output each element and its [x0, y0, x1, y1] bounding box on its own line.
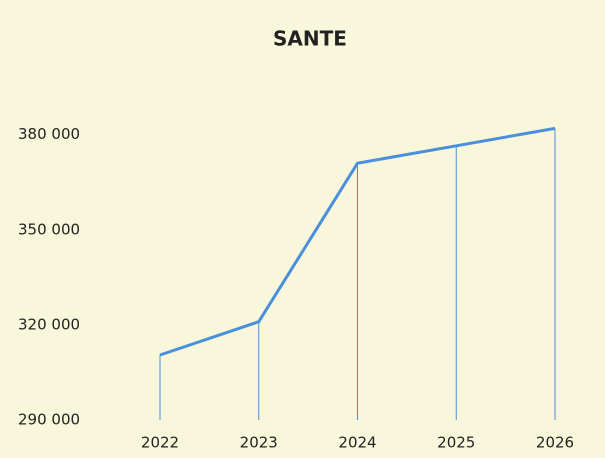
x-tick-label: 2022 — [141, 434, 179, 452]
x-tick-label: 2026 — [536, 434, 574, 452]
chart-title: SANTE — [273, 27, 347, 51]
y-tick-label: 380 000 — [18, 125, 80, 143]
x-tick-label: 2024 — [338, 434, 376, 452]
y-tick-label: 290 000 — [18, 411, 80, 429]
x-tick-label: 2025 — [437, 434, 475, 452]
y-tick-label: 350 000 — [18, 220, 80, 238]
data-line — [159, 126, 556, 357]
x-tick-label: 2023 — [240, 434, 278, 452]
y-tick-label: 320 000 — [18, 315, 80, 333]
